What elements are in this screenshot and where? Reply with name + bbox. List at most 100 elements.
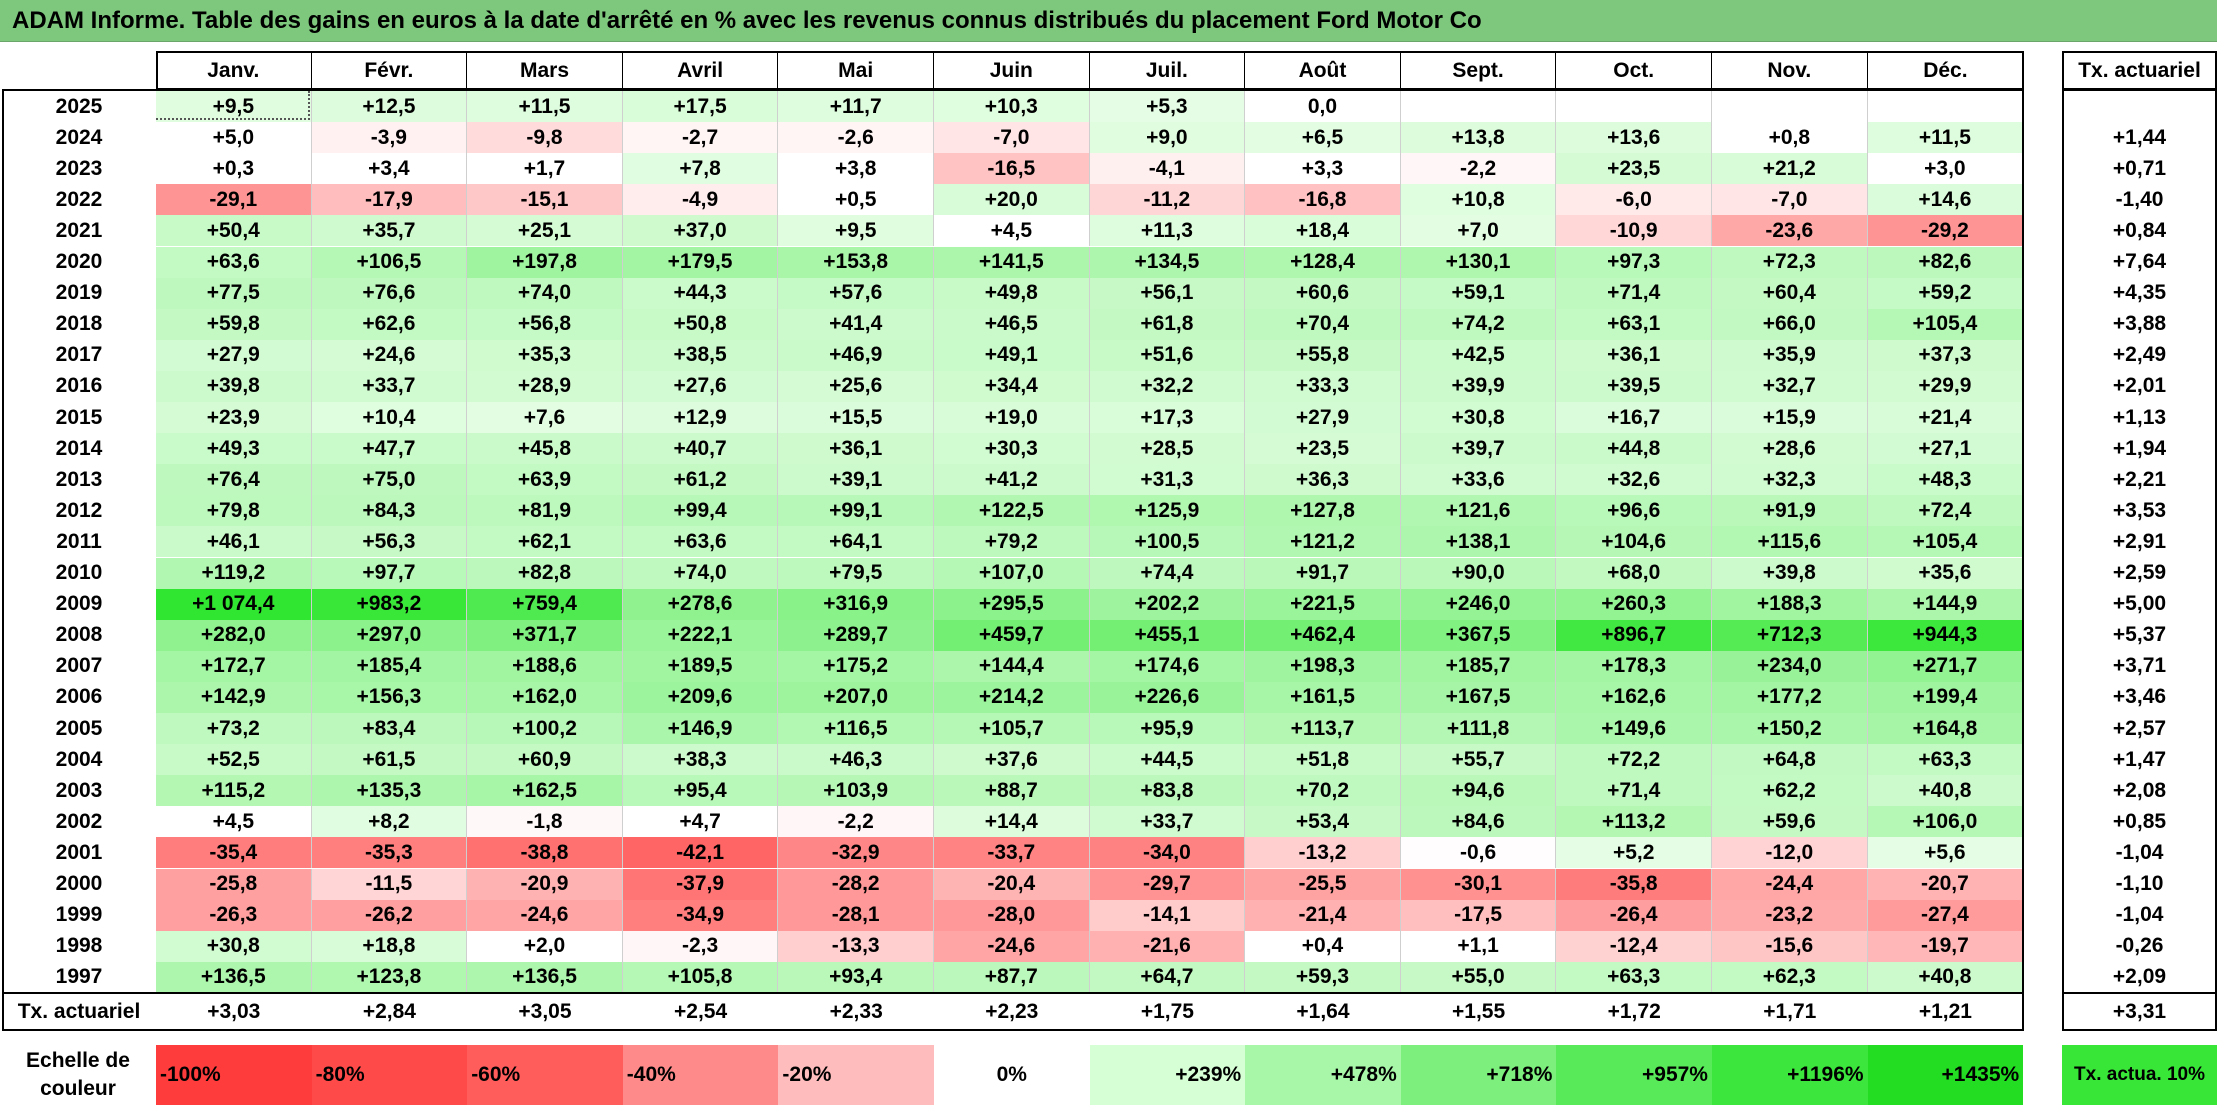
year-label: 1997 [55, 965, 103, 989]
table-cell: +185,7 [1400, 650, 1557, 682]
rate-cell: +5,00 [2112, 592, 2167, 616]
table-cell [1400, 91, 1557, 123]
table-cell: +100,2 [467, 713, 623, 745]
table-cell: +209,6 [622, 681, 779, 713]
rate-cell: +2,08 [2112, 778, 2167, 802]
table-cell: +77,5 [156, 277, 312, 309]
table-cell: +74,4 [1089, 557, 1246, 589]
table-cell: +138,1 [1400, 526, 1557, 558]
year-label: 2005 [55, 716, 103, 740]
table-cell: +18,4 [1245, 215, 1401, 247]
table-cell: +74,0 [467, 277, 623, 309]
table-cell: +52,5 [156, 744, 312, 776]
table-cell: +122,5 [934, 495, 1090, 527]
year-label: 1999 [55, 903, 103, 927]
table-cell: +4,5 [934, 215, 1090, 247]
summary-rate-cell: +3,31 [2112, 1000, 2167, 1023]
table-cell: +55,0 [1400, 961, 1557, 993]
table-cell: +64,1 [778, 526, 934, 558]
table-cell: -9,8 [467, 122, 623, 154]
table-cell: +13,8 [1400, 122, 1557, 154]
table-cell: -17,9 [311, 184, 468, 216]
table-cell: -34,9 [622, 899, 779, 931]
table-cell: +161,5 [1245, 681, 1401, 713]
table-cell: +63,3 [1867, 744, 2024, 776]
table-cell: +144,9 [1867, 588, 2024, 620]
table-cell: +24,6 [311, 339, 468, 371]
table-cell: +197,8 [467, 246, 623, 278]
rate-cell: +3,46 [2112, 685, 2167, 709]
table-cell: +944,3 [1867, 619, 2024, 651]
table-cell: +9,5 [156, 91, 312, 123]
table-cell: +106,5 [311, 246, 468, 278]
year-label: 2017 [55, 343, 103, 367]
table-cell: +156,3 [311, 681, 468, 713]
table-cell: +49,8 [934, 277, 1090, 309]
table-cell: +76,4 [156, 464, 312, 496]
table-cell: +222,1 [622, 619, 779, 651]
table-cell: -29,1 [156, 184, 312, 216]
table-cell: -29,2 [1867, 215, 2024, 247]
table-cell: +11,3 [1089, 215, 1246, 247]
table-cell: +105,7 [934, 713, 1090, 745]
table-cell: +99,4 [622, 495, 779, 527]
table-cell: +289,7 [778, 619, 934, 651]
table-cell: +38,3 [622, 744, 779, 776]
year-label: 1998 [55, 934, 103, 958]
table-cell: -11,5 [311, 868, 468, 900]
table-cell: +260,3 [1556, 588, 1712, 620]
table-cell: +202,2 [1089, 588, 1246, 620]
year-label: 2002 [55, 809, 103, 833]
table-cell: +11,5 [1867, 122, 2024, 154]
summary-cell: +3,05 [518, 1000, 572, 1023]
table-cell: -26,3 [156, 899, 312, 931]
table-cell: +28,6 [1712, 433, 1868, 465]
table-cell: +105,8 [622, 961, 779, 993]
table-cell: +141,5 [934, 246, 1090, 278]
table-cell: +35,7 [311, 215, 468, 247]
table-cell: +76,6 [311, 277, 468, 309]
table-cell: +36,3 [1245, 464, 1401, 496]
table-cell: +36,1 [1556, 339, 1712, 371]
table-cell: +57,6 [778, 277, 934, 309]
table-cell: +11,5 [467, 91, 623, 123]
table-cell: +72,4 [1867, 495, 2024, 527]
table-cell: -20,7 [1867, 868, 2024, 900]
table-cell: +11,7 [778, 91, 934, 123]
table-cell: -2,6 [778, 122, 934, 154]
table-cell: +33,7 [311, 370, 468, 402]
table-cell: +63,6 [156, 246, 312, 278]
table-cell: +3,4 [311, 153, 468, 185]
rate-summary-separator [2062, 992, 2217, 994]
table-cell: +136,5 [467, 961, 623, 993]
table-cell: -16,5 [934, 153, 1090, 185]
table-cell: +5,2 [1556, 837, 1712, 869]
table-cell: +73,2 [156, 713, 312, 745]
table-cell: +32,6 [1556, 464, 1712, 496]
table-cell: -0,6 [1400, 837, 1557, 869]
table-cell: +99,1 [778, 495, 934, 527]
rate-cell: +5,37 [2112, 623, 2167, 647]
table-cell: -35,8 [1556, 868, 1712, 900]
table-cell: +50,4 [156, 215, 312, 247]
table-cell: +164,8 [1867, 713, 2024, 745]
table-cell: +72,2 [1556, 744, 1712, 776]
month-header: Déc. [1923, 58, 1968, 82]
table-cell: +28,9 [467, 370, 623, 402]
table-cell: +27,1 [1867, 433, 2024, 465]
table-cell: +20,0 [934, 184, 1090, 216]
rate-cell: +1,94 [2112, 436, 2167, 460]
table-cell: -19,7 [1867, 930, 2024, 962]
table-cell: +162,6 [1556, 681, 1712, 713]
table-cell: +123,8 [311, 961, 468, 993]
year-label: 2010 [55, 561, 103, 585]
table-cell: -25,5 [1245, 868, 1401, 900]
table-cell: -17,5 [1400, 899, 1557, 931]
table-cell: +189,5 [622, 650, 779, 682]
rate-cell: +3,53 [2112, 498, 2167, 522]
table-cell: +62,3 [1712, 961, 1868, 993]
table-cell: +25,1 [467, 215, 623, 247]
table-cell: +175,2 [778, 650, 934, 682]
table-cell: +198,3 [1245, 650, 1401, 682]
table-cell: +55,8 [1245, 339, 1401, 371]
